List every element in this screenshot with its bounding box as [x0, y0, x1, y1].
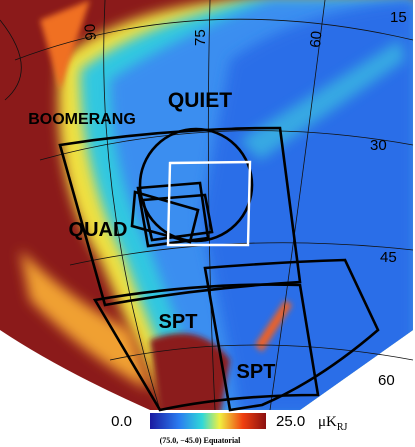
grid-line: [69, 242, 414, 266]
survey-footprints: [58, 126, 380, 412]
unit-subscript: RJ: [337, 422, 348, 433]
quad-footprint: [130, 190, 200, 244]
colorbar-unit: μKRJ: [318, 414, 348, 433]
quad-footprint: [136, 181, 210, 248]
survey-label: QUAD: [69, 219, 128, 241]
grid-line: [109, 344, 414, 361]
grid-label: 90: [82, 23, 100, 41]
survey-label: SPT: [237, 361, 276, 383]
colorbar: [150, 413, 266, 429]
survey-label: BOOMERANG: [28, 111, 136, 128]
white-field: [166, 160, 252, 247]
survey-label: SPT: [159, 311, 198, 333]
colorbar-max: 25.0: [276, 413, 305, 430]
map-image: [0, 0, 413, 410]
coordinate-grid: [0, 0, 414, 411]
survey-label: QUIET: [168, 89, 232, 112]
grid-line: [103, 0, 161, 411]
spt-footprint: [203, 258, 380, 412]
grid-line: [207, 0, 216, 411]
grid-line: [39, 130, 414, 161]
grid-line: [269, 0, 326, 411]
grid-label: 30: [370, 137, 387, 154]
colorbar-min: 0.0: [111, 413, 132, 430]
grid-label: 60: [307, 30, 325, 48]
grid-label: 75: [192, 29, 209, 46]
grid-label: 60: [378, 372, 395, 389]
grid-line: [14, 18, 414, 61]
spt-footprint: [92, 283, 320, 412]
quad-footprint: [141, 193, 214, 242]
unit: μK: [318, 414, 337, 430]
quiet-footprint: [138, 127, 254, 243]
projection-caption: (75.0, −45.0) Equatorial: [160, 436, 242, 445]
boomerang-footprint: [58, 126, 302, 307]
grid-label: 45: [380, 249, 397, 266]
grid-label: 15: [390, 9, 407, 26]
grid-line: [0, 19, 22, 101]
